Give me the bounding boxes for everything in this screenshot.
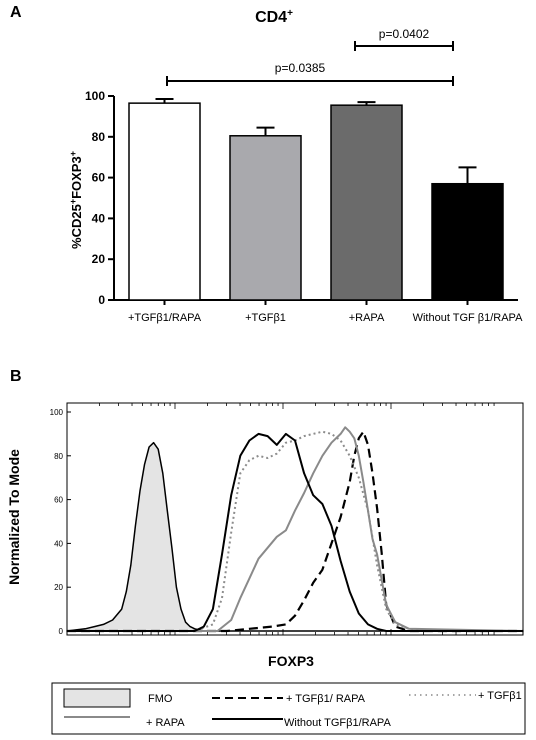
y-tick-label: 100	[50, 408, 64, 417]
y-tick-label: 60	[54, 496, 63, 505]
legend-label-tgf-rapa: + TGFβ1/ RAPA	[286, 693, 366, 705]
histogram-rapa	[67, 426, 524, 632]
legend-label-rapa: + RAPA	[146, 717, 185, 729]
panel-b-y-ticks: 0 20 40 60 80 100	[50, 408, 71, 636]
panel-b-xlabel: FOXP3	[268, 653, 314, 669]
panel-b-histograms	[66, 426, 524, 633]
panel-a-ylabel: %CD25+FOXP3+	[68, 151, 84, 249]
p-value-1: p=0.0402	[379, 27, 430, 41]
panel-a-title: CD4+	[255, 8, 293, 26]
bar	[229, 135, 302, 301]
x-tick-label: +TGFβ1	[245, 312, 286, 324]
y-tick-label: 0	[98, 293, 105, 307]
legend-swatch-fmo	[63, 688, 131, 708]
p-value-2: p=0.0385	[275, 61, 326, 75]
panel-b-frame	[66, 402, 524, 636]
panel-b-ylabel: Normalized To Mode	[6, 449, 22, 585]
histogram-tgf-rapa	[67, 430, 523, 633]
y-tick-label: 20	[92, 252, 106, 266]
bar	[330, 104, 403, 301]
legend-label-fmo: FMO	[148, 693, 173, 705]
y-tick-label: 20	[54, 583, 63, 592]
y-tick-label: 60	[92, 171, 106, 185]
panel-a-label: A	[10, 4, 22, 21]
y-tick-label: 100	[85, 89, 105, 103]
histogram-fmo	[66, 441, 524, 632]
panel-a-y-ticks: 0 20 40 60 80 100	[85, 89, 114, 307]
bar	[128, 102, 201, 301]
histogram-without	[67, 432, 523, 632]
panel-b-legend: FMO + TGFβ1/ RAPA + TGFβ1 + RAPA Without…	[51, 682, 526, 735]
y-tick-label: 40	[54, 539, 63, 548]
y-tick-label: 0	[59, 627, 64, 636]
legend-box	[51, 682, 526, 735]
y-tick-label: 40	[92, 211, 106, 225]
x-tick-label: +RAPA	[349, 312, 385, 324]
histogram-tgf	[67, 430, 523, 632]
legend-label-tgf: + TGFβ1	[478, 690, 522, 702]
x-tick-label: Without TGF β1/RAPA	[413, 312, 524, 324]
legend-label-without: Without TGFβ1/RAPA	[284, 717, 391, 729]
bar	[431, 182, 504, 301]
panel-b-label: B	[10, 368, 22, 385]
p-bracket-1: p=0.0402	[354, 27, 454, 51]
y-tick-label: 80	[54, 452, 63, 461]
x-tick-label: +TGFβ1/RAPA	[128, 312, 202, 324]
panel-b-x-minor-ticks	[66, 403, 495, 635]
p-bracket-2: p=0.0385	[166, 61, 454, 86]
panel-a-bars	[128, 98, 504, 301]
y-tick-label: 80	[92, 130, 106, 144]
panel-a-x-tick-labels: +TGFβ1/RAPA +TGFβ1 +RAPA Without TGF β1/RAP…	[128, 300, 523, 324]
